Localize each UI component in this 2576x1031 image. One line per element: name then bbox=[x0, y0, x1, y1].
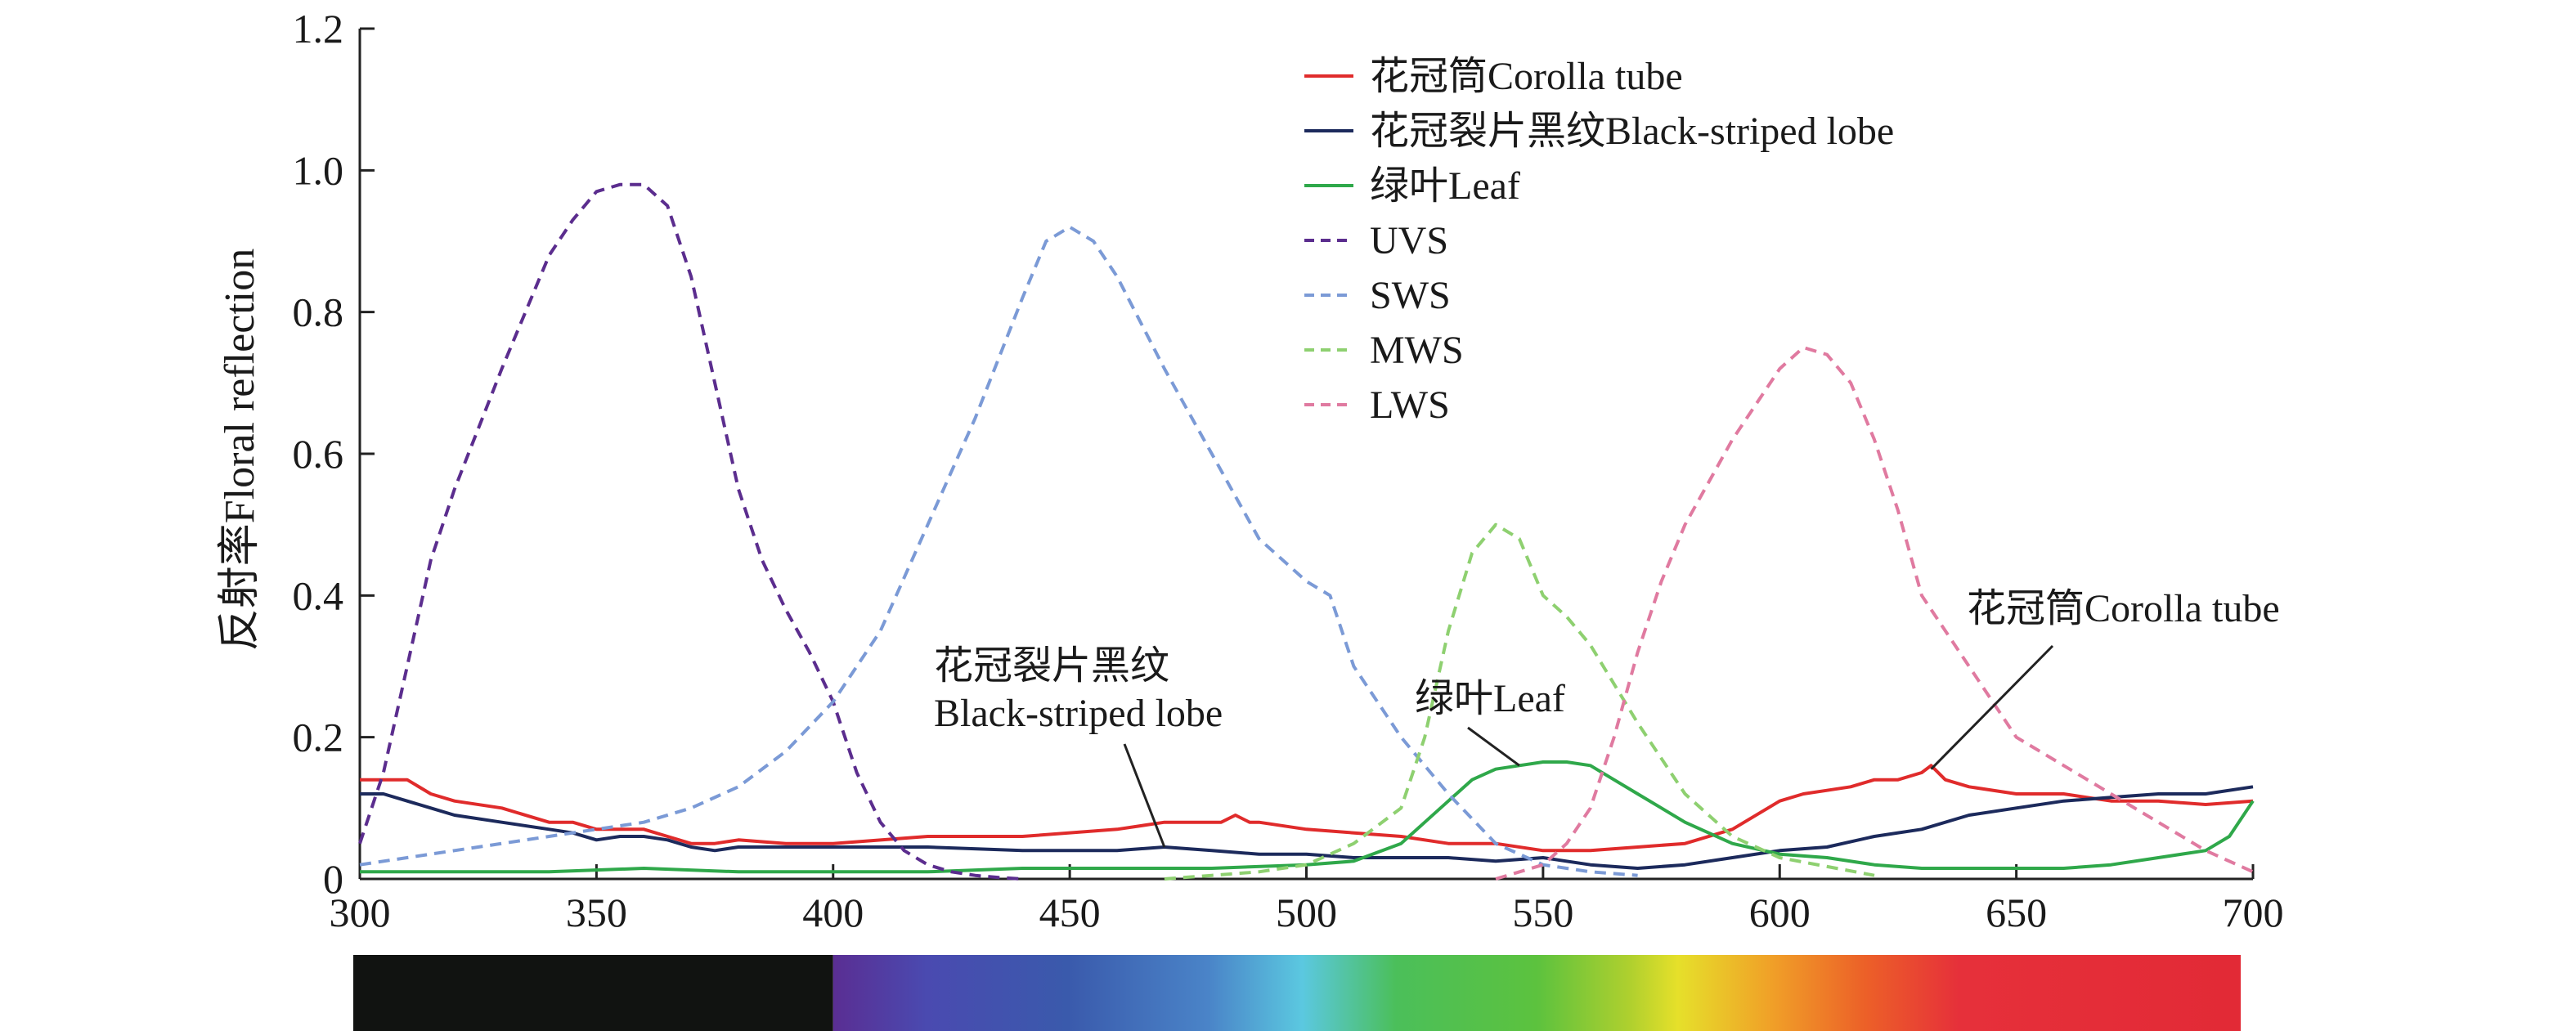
axes: 0 0.2 0.4 0.6 0.8 1.0 1.2 300 350 400 450 500 550 600… bbox=[293, 6, 2284, 935]
legend-label: 花冠裂片黑纹Black-striped lobe bbox=[1370, 110, 1894, 153]
y-tick-label: 0.6 bbox=[293, 431, 344, 477]
legend-label: 花冠筒Corolla tube bbox=[1370, 55, 1683, 98]
x-tick-label: 400 bbox=[802, 890, 864, 935]
y-tick-label: 0.2 bbox=[293, 715, 344, 760]
series-lines bbox=[358, 182, 2255, 881]
y-tick-label: 0 bbox=[323, 856, 343, 902]
series-line bbox=[1164, 522, 1875, 881]
y-tick-label: 1.2 bbox=[293, 6, 344, 52]
legend-label: MWS bbox=[1370, 329, 1464, 372]
legend-label: UVS bbox=[1370, 219, 1448, 262]
color-bar-spectrum-segment bbox=[832, 955, 2241, 1031]
annotation-leader-line bbox=[1930, 644, 2054, 770]
x-tick-label: 550 bbox=[1512, 890, 1573, 935]
legend: 花冠筒Corolla tube 花冠裂片黑纹Black-striped lobe 绿… bbox=[1304, 55, 1894, 427]
series-line bbox=[359, 225, 1638, 877]
y-tick-label: 1.0 bbox=[293, 147, 344, 193]
series-line bbox=[1495, 346, 2254, 881]
annotations: 花冠裂片黑纹Black-striped lobe 绿叶Leaf 花冠筒Corolla… bbox=[934, 587, 2280, 848]
legend-label: SWS bbox=[1370, 274, 1451, 317]
x-tick-label: 450 bbox=[1039, 890, 1101, 935]
annotation-leader-line bbox=[1467, 726, 1520, 767]
y-tick-label: 0.4 bbox=[293, 572, 344, 618]
x-tick-label: 650 bbox=[1986, 890, 2047, 935]
x-tick-label: 300 bbox=[330, 890, 391, 935]
color-bar-dark-segment bbox=[353, 955, 833, 1031]
annotation-label: Black-striped lobe bbox=[934, 692, 1223, 735]
x-tick-label: 700 bbox=[2223, 890, 2284, 935]
annotation-leader-line bbox=[1123, 743, 1166, 848]
x-tick-label: 350 bbox=[566, 890, 627, 935]
series-line bbox=[360, 760, 2255, 874]
annotation-label: 花冠筒Corolla tube bbox=[1967, 587, 2280, 630]
y-tick-label: 0.8 bbox=[293, 289, 344, 335]
x-tick-label: 500 bbox=[1276, 890, 1337, 935]
annotation-label: 绿叶Leaf bbox=[1415, 677, 1565, 720]
spectrum-color-bar bbox=[353, 955, 2241, 1031]
x-tick-label: 600 bbox=[1749, 890, 1811, 935]
y-axis-title: 反射率Floral reflection bbox=[217, 249, 263, 651]
series-line bbox=[358, 182, 1023, 881]
legend-label: 绿叶Leaf bbox=[1370, 164, 1520, 208]
series-line bbox=[360, 785, 2254, 870]
annotation-label: 花冠裂片黑纹 bbox=[934, 644, 1169, 688]
legend-label: LWS bbox=[1370, 383, 1450, 427]
